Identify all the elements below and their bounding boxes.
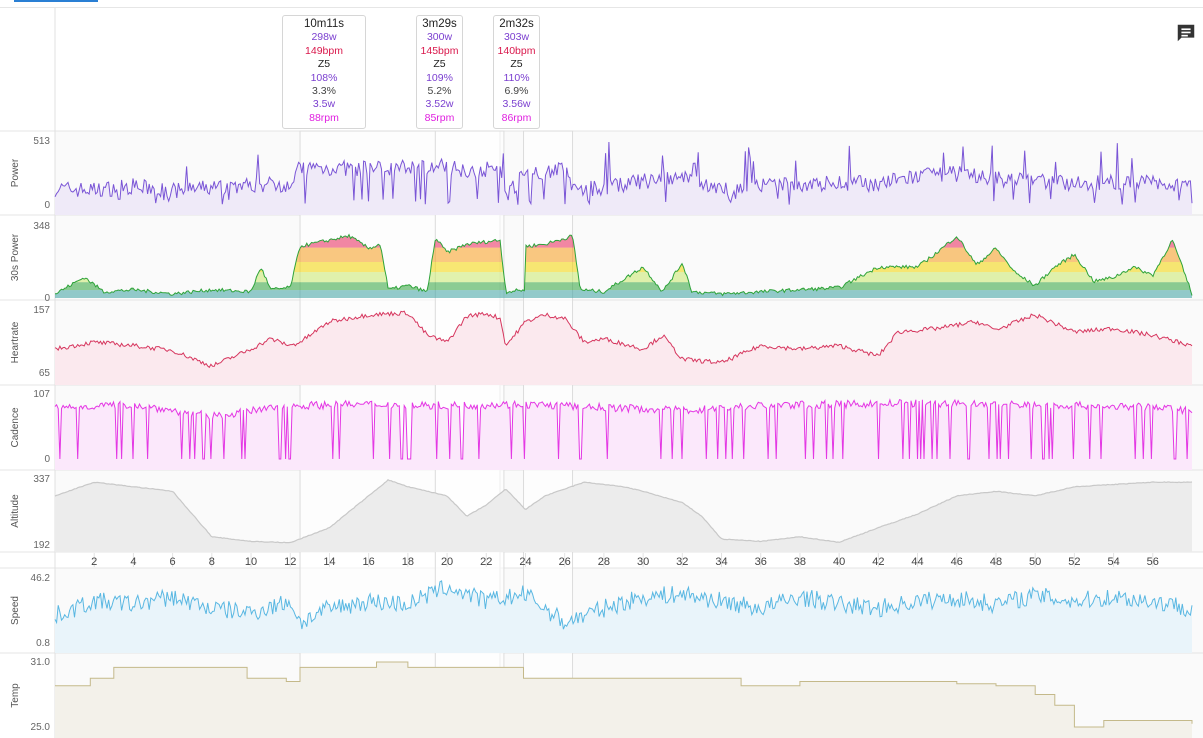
x-tick-label: 44: [911, 556, 923, 568]
sel-zone: Z5: [433, 58, 446, 71]
x-tick-label: 36: [755, 556, 767, 568]
x-tick-label: 12: [284, 556, 296, 568]
sel-time: 10m11s: [303, 18, 345, 30]
power-line: [54, 141, 1193, 206]
sel-time: 3m29s: [422, 18, 457, 30]
sel-rpm: 86rpm: [501, 111, 532, 124]
x-tick-label: 48: [990, 556, 1002, 568]
x-tick-label: 26: [559, 556, 571, 568]
x-tick-label: 10: [245, 556, 257, 568]
comment-icon[interactable]: [1175, 22, 1197, 44]
x-tick-label: 20: [441, 556, 453, 568]
hr-ymax-label: 157: [33, 305, 50, 316]
x-tick-label: 6: [170, 556, 176, 568]
x-tick-label: 8: [209, 556, 215, 568]
x-tick-label: 28: [598, 556, 610, 568]
sel-variability: 3.3%: [312, 85, 336, 98]
top-border: [0, 7, 1203, 8]
sel-wkg: 3.56w: [502, 98, 531, 111]
sel-watts: 298w: [311, 31, 337, 44]
sel-wkg: 3.5w: [312, 98, 336, 111]
sel-rpm: 85rpm: [424, 111, 455, 124]
sel-zone: Z5: [510, 58, 523, 71]
sel-watts: 303w: [503, 31, 530, 44]
sel-variability: 6.9%: [504, 85, 529, 98]
hr-area: [55, 311, 1192, 385]
temp-area: [55, 662, 1192, 738]
hr-ymin-label: 65: [39, 368, 51, 379]
hr-axis-title: Heartrate: [10, 321, 21, 363]
altitude-ymax-label: 337: [33, 474, 50, 485]
sel-variability: 5.2%: [427, 85, 452, 98]
sel-time: 2m32s: [499, 18, 534, 30]
x-tick-label: 38: [794, 556, 806, 568]
x-tick-label: 56: [1147, 556, 1159, 568]
cadence-axis-title: Cadence: [10, 407, 21, 447]
altitude-ymin-label: 192: [33, 540, 50, 551]
x-tick-label: 22: [480, 556, 492, 568]
sel-rpm: 88rpm: [309, 111, 339, 124]
altitude-series[interactable]: [54, 479, 1193, 552]
x-tick-label: 50: [1029, 556, 1041, 568]
power-series[interactable]: [54, 141, 1193, 215]
temp-line: [55, 661, 1193, 728]
p30-line: [54, 233, 1193, 297]
speed-series[interactable]: [54, 580, 1193, 653]
x-tick-label: 4: [130, 556, 136, 568]
hr-line: [54, 310, 1193, 369]
hr-series[interactable]: [54, 310, 1193, 385]
speed-axis-title: Speed: [10, 596, 21, 625]
temp-ymin-label: 25.0: [31, 722, 51, 733]
x-tick-label: 16: [363, 556, 375, 568]
cadence-series[interactable]: [54, 398, 1193, 470]
x-tick-label: 14: [323, 556, 335, 568]
cadence-ymin-label: 0: [44, 454, 50, 465]
x-tick-label: 30: [637, 556, 649, 568]
power-ymax-label: 513: [33, 136, 50, 147]
x-tick-label: 24: [519, 556, 531, 568]
temp-axis-title: Temp: [10, 683, 21, 708]
x-tick-label: 34: [715, 556, 727, 568]
x-tick-label: 54: [1107, 556, 1119, 568]
power-ymin-label: 0: [44, 200, 50, 211]
altitude-line: [54, 479, 1193, 544]
x-tick-label: 40: [833, 556, 845, 568]
sel-wkg: 3.52w: [425, 98, 454, 111]
p30-ymax-label: 348: [33, 221, 50, 232]
x-tick-label: 42: [872, 556, 884, 568]
speed-ymin-label: 0.8: [36, 638, 50, 649]
altitude-axis-title: Altitude: [10, 494, 21, 528]
selection-box[interactable]: 3m29s 300w 145bpm Z5 109% 5.2% 3.52w 85r…: [416, 15, 463, 129]
speed-ymax-label: 46.2: [31, 573, 51, 584]
sel-bpm: 149bpm: [305, 44, 343, 57]
sel-bpm: 145bpm: [420, 44, 459, 57]
speed-area: [55, 580, 1192, 653]
p30-ymin-label: 0: [44, 293, 50, 304]
power-area: [55, 142, 1192, 215]
cadence-ymax-label: 107: [33, 389, 50, 400]
active-tab-underline: [14, 0, 98, 2]
selection-box[interactable]: 10m11s 298w 149bpm Z5 108% 3.3% 3.5w 88r…: [282, 15, 366, 129]
selection-box[interactable]: 2m32s 303w 140bpm Z5 110% 6.9% 3.56w 86r…: [493, 15, 540, 129]
sel-pct: 110%: [503, 71, 530, 84]
sel-pct: 109%: [426, 71, 453, 84]
x-tick-label: 2: [91, 556, 97, 568]
temp-series[interactable]: [55, 661, 1193, 738]
sel-watts: 300w: [426, 31, 453, 44]
x-tick-label: 32: [676, 556, 688, 568]
x-tick-label: 46: [951, 556, 963, 568]
temp-ymax-label: 31.0: [31, 657, 51, 668]
power-axis-title: Power: [10, 158, 21, 187]
altitude-area: [55, 479, 1192, 552]
cadence-line: [54, 398, 1193, 460]
x-tick-label: 18: [402, 556, 414, 568]
x-tick-label: 52: [1068, 556, 1080, 568]
sel-pct: 108%: [310, 71, 338, 84]
sel-bpm: 140bpm: [497, 44, 536, 57]
speed-line: [54, 580, 1193, 630]
p30-axis-title: 30s Power: [10, 233, 21, 281]
sel-zone: Z5: [317, 58, 331, 71]
